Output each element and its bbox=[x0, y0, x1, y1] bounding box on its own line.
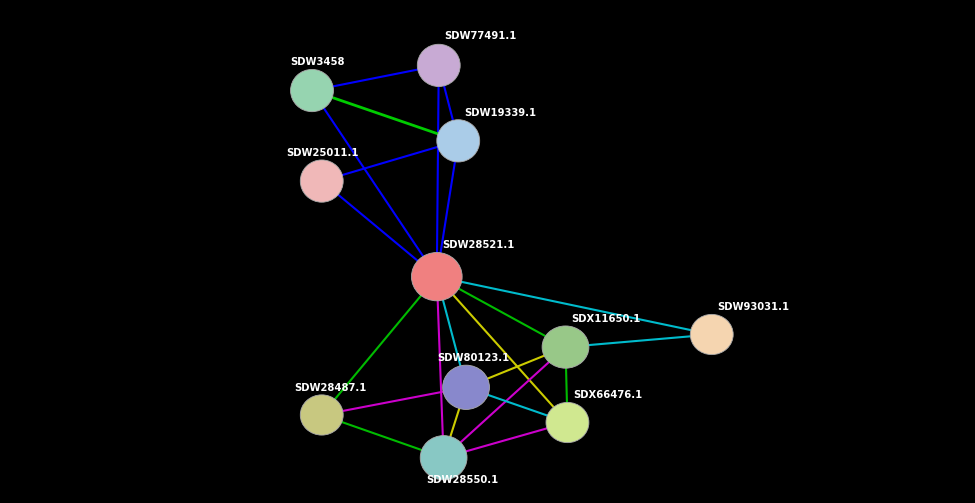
Text: SDW3458: SDW3458 bbox=[291, 57, 345, 67]
Text: SDX11650.1: SDX11650.1 bbox=[571, 314, 641, 324]
Text: SDW80123.1: SDW80123.1 bbox=[437, 353, 509, 363]
Text: SDW93031.1: SDW93031.1 bbox=[718, 302, 790, 312]
Ellipse shape bbox=[420, 436, 467, 480]
Text: SDW19339.1: SDW19339.1 bbox=[464, 108, 536, 118]
Ellipse shape bbox=[443, 365, 489, 409]
Text: SDW28521.1: SDW28521.1 bbox=[443, 240, 515, 250]
Ellipse shape bbox=[291, 69, 333, 112]
Text: SDW77491.1: SDW77491.1 bbox=[445, 31, 517, 41]
Ellipse shape bbox=[411, 253, 462, 301]
Ellipse shape bbox=[542, 326, 589, 368]
Text: SDX66476.1: SDX66476.1 bbox=[573, 390, 643, 400]
Ellipse shape bbox=[546, 402, 589, 443]
Ellipse shape bbox=[690, 314, 733, 355]
Text: SDW28487.1: SDW28487.1 bbox=[294, 383, 367, 393]
Text: SDW25011.1: SDW25011.1 bbox=[287, 148, 359, 158]
Ellipse shape bbox=[300, 160, 343, 202]
Ellipse shape bbox=[417, 44, 460, 87]
Ellipse shape bbox=[437, 120, 480, 162]
Ellipse shape bbox=[300, 395, 343, 435]
Text: SDW28550.1: SDW28550.1 bbox=[426, 475, 498, 485]
